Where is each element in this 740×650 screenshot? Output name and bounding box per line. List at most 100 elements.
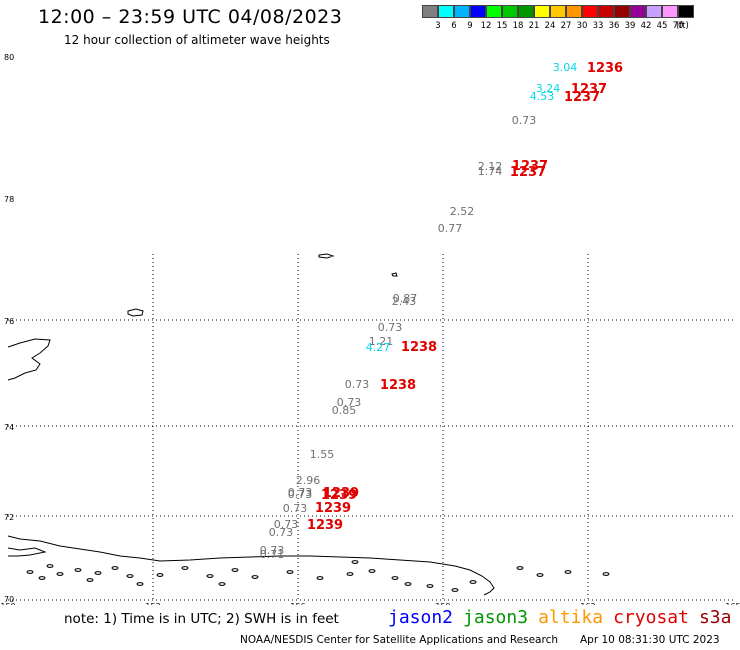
color-scale-unit: (ft) <box>676 21 689 31</box>
wave-height-label: 3.24 <box>536 82 561 95</box>
wave-height-label: 0.73 <box>378 321 403 334</box>
color-scale-tick: 70 <box>672 21 684 31</box>
color-swatch <box>486 5 502 18</box>
color-swatch <box>646 5 662 18</box>
islet-shape <box>469 580 477 584</box>
wave-height-label: 1.74 <box>478 165 503 178</box>
color-scale-tick: 15 <box>496 21 508 31</box>
altimeter-map: 80 78 76 74 72 70 150 153 156 159 162 165 3.04 3.24… <box>0 53 740 605</box>
wave-height-label: 0.87 <box>393 292 418 305</box>
color-swatch <box>630 5 646 18</box>
observation-time-label: 1238 <box>380 378 416 393</box>
islet-shape <box>404 582 412 586</box>
color-scale-tick: 42 <box>640 21 652 31</box>
color-scale-tick: 45 <box>656 21 668 31</box>
observation-time-label: 1239 <box>321 488 357 503</box>
legend-item-jason3: jason3 <box>463 607 529 628</box>
color-scale-tick: 12 <box>480 21 492 31</box>
observation-time-label: 1239 <box>315 501 351 516</box>
color-swatch <box>470 5 486 18</box>
color-swatch <box>422 5 438 18</box>
islet-shape <box>368 569 376 573</box>
longitude-labels: 150 153 156 159 162 165 <box>0 602 740 605</box>
observation-time-label: 1237 <box>512 159 548 174</box>
latitude-label: 76 <box>4 317 14 326</box>
islet-shape <box>26 570 34 574</box>
islet-shape <box>231 568 239 572</box>
color-swatch <box>614 5 630 18</box>
observation-time-label: 1237 <box>510 165 546 180</box>
color-swatch <box>582 5 598 18</box>
observation-time-label: 1237 <box>571 82 607 97</box>
wave-height-label: 0.73 <box>283 502 308 515</box>
color-scale-tick: 24 <box>544 21 556 31</box>
wave-height-label: 4.53 <box>530 90 555 103</box>
islet-shape <box>516 566 524 570</box>
longitude-label: 153 <box>145 602 160 605</box>
wave-height-label: 2.52 <box>450 205 475 218</box>
islet-shape <box>126 574 134 578</box>
color-scale-tick: 18 <box>512 21 524 31</box>
footer-note: note: 1) Time is in UTC; 2) SWH is in fe… <box>64 611 339 627</box>
islet-shape <box>346 572 354 576</box>
legend-item-jason2: jason2 <box>388 607 454 628</box>
observation-time-label: 1239 <box>323 486 359 501</box>
islet-shape <box>218 582 226 586</box>
latitude-label: 80 <box>4 53 14 62</box>
color-swatch <box>598 5 614 18</box>
wave-height-label: 2.96 <box>296 474 321 487</box>
legend-item-altika: altika <box>538 607 604 628</box>
color-swatch <box>678 5 694 18</box>
islet-shape <box>206 574 214 578</box>
wave-height-label: 0.73 <box>337 396 362 409</box>
color-scale-tick: 27 <box>560 21 572 31</box>
latitude-label: 72 <box>4 513 14 522</box>
observation-time-label: 1237 <box>564 90 600 105</box>
observation-time-label: 1236 <box>587 61 623 76</box>
legend-item-cryosat: cryosat <box>613 607 689 628</box>
graticule <box>8 254 733 601</box>
islet-shape <box>94 571 102 575</box>
color-scale-tick: 9 <box>467 21 473 31</box>
longitude-label: 156 <box>290 602 305 605</box>
legend-item-s3a: s3a <box>698 607 732 628</box>
wave-height-label: 0.73 <box>512 114 537 127</box>
color-scale-tick: 30 <box>576 21 588 31</box>
islet-shape <box>86 578 94 582</box>
wave-height-label: 0.73 <box>288 488 313 501</box>
latitude-label: 70 <box>4 595 14 604</box>
wave-height-label: 0.85 <box>332 404 357 417</box>
islet-shape <box>602 572 610 576</box>
color-scale-swatches <box>422 5 694 18</box>
islet-shape <box>181 566 189 570</box>
wave-height-label: 0.77 <box>438 222 463 235</box>
island-small-2 <box>318 253 335 259</box>
longitude-label: 162 <box>580 602 595 605</box>
islet-shape <box>38 576 46 580</box>
color-swatch <box>566 5 582 18</box>
islet-shape <box>391 576 399 580</box>
map-title: 12:00 – 23:59 UTC 04/08/2023 <box>38 6 343 28</box>
wave-height-label: 2.43 <box>392 295 417 308</box>
color-scale-tick: 6 <box>451 21 457 31</box>
wave-height-label: 0.73 <box>288 486 313 499</box>
color-scale-tick: 21 <box>528 21 540 31</box>
islet-shape <box>451 588 459 592</box>
color-scale-tick: 39 <box>624 21 636 31</box>
wave-height-label: 0.73 <box>345 378 370 391</box>
color-scale-tick: 3 <box>435 21 441 31</box>
color-scale-tick: 33 <box>592 21 604 31</box>
wave-height-label: 0.73 <box>274 518 299 531</box>
islet-shape <box>351 560 359 564</box>
latitude-labels: 80 78 76 74 72 70 <box>4 53 14 604</box>
islet-shape <box>316 576 324 580</box>
coastline <box>7 253 495 596</box>
wave-height-label: 2.12 <box>478 160 503 173</box>
credit-line: NOAA/NESDIS Center for Satellite Applica… <box>240 634 558 646</box>
islet-shape <box>136 582 144 586</box>
wave-height-label: 1.21 <box>369 335 394 348</box>
wave-height-label: 0.73 <box>269 526 294 539</box>
wave-height-color-scale: 3 6 9 12 15 18 21 24 27 30 33 36 39 42 45 70 (ft) <box>422 5 694 35</box>
observation-time-label: 1238 <box>401 340 437 355</box>
longitude-label: 165 <box>725 602 740 605</box>
